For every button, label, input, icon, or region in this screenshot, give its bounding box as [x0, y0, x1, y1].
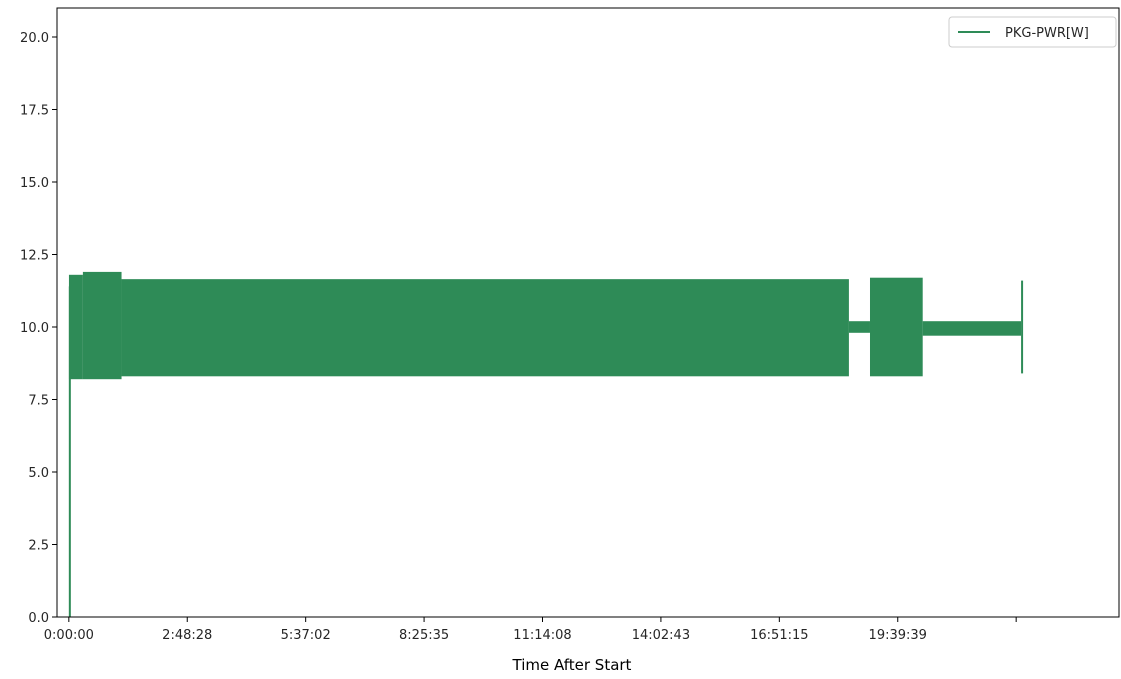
y-tick-label: 12.5 [20, 249, 49, 264]
series-band-7 [1021, 280, 1024, 374]
x-tick-label: 0:00:00 [44, 628, 94, 643]
y-tick-label: 10.0 [20, 321, 49, 336]
series-band-5 [869, 277, 923, 377]
series-band-3 [121, 279, 849, 377]
x-tick-label: 8:25:35 [399, 628, 449, 643]
x-tick-label: 16:51:15 [750, 628, 808, 643]
x-tick-label: 11:14:08 [513, 628, 571, 643]
legend: PKG-PWR[W] [948, 16, 1117, 48]
series-band-2 [82, 271, 122, 380]
x-tick-label: 5:37:02 [281, 628, 331, 643]
x-tick-label: 14:02:43 [632, 628, 690, 643]
legend-label: PKG-PWR[W] [1005, 26, 1089, 41]
axes: 0.0 2.5 5.0 7.5 10.0 12.5 15.0 17.5 20.0 0:00:00 2… [20, 7, 1120, 643]
x-axis-label: Time After Start [512, 656, 632, 674]
plot-area [68, 271, 1024, 617]
y-tick-label: 17.5 [20, 104, 49, 119]
series-band-4 [848, 321, 870, 333]
y-tick-label: 2.5 [28, 539, 49, 554]
x-tick-label: 2:48:28 [162, 628, 212, 643]
y-tick-label: 20.0 [20, 31, 49, 46]
legend-frame [948, 16, 1117, 48]
y-tick-label: 5.0 [28, 466, 49, 481]
x-tick-label: 19:39:39 [869, 628, 927, 643]
series-band-1 [68, 274, 83, 380]
plot-frame [56, 7, 1120, 618]
series-band-0 [68, 286, 71, 617]
y-tick-label: 15.0 [20, 176, 49, 191]
series-band-6 [922, 321, 1022, 336]
y-tick-label: 7.5 [28, 394, 49, 409]
y-tick-label: 0.0 [28, 611, 49, 626]
